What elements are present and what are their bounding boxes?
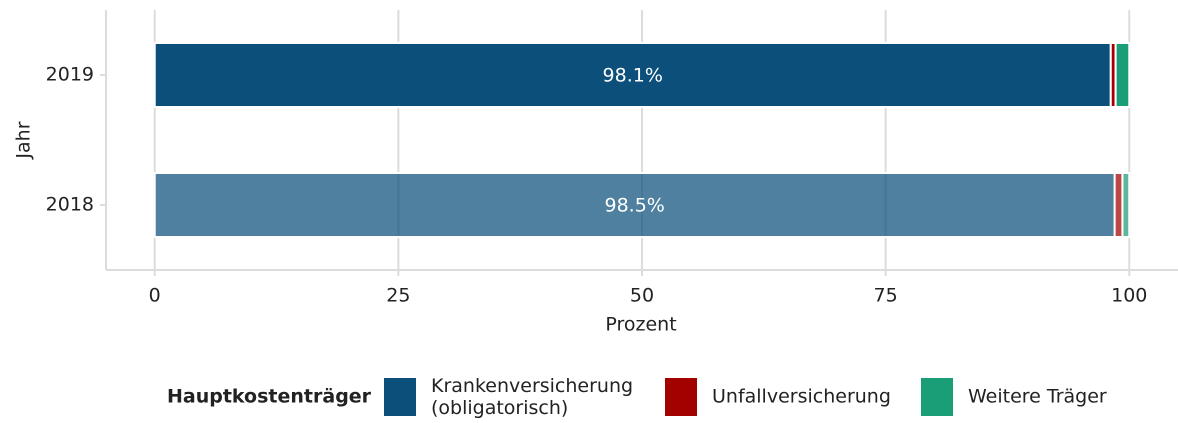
bar-segment xyxy=(1121,172,1131,238)
x-tick-label: 0 xyxy=(149,285,161,307)
legend-label: Weitere Träger xyxy=(968,386,1107,408)
legend-swatch xyxy=(665,378,697,416)
y-tick-label: 2018 xyxy=(46,194,94,216)
x-tick-label: 100 xyxy=(1111,285,1147,307)
legend-label: Krankenversicherung (obligatorisch) xyxy=(431,375,633,419)
bar-label: 98.1% xyxy=(603,65,663,87)
legend-swatch xyxy=(921,378,953,416)
x-axis-title: Prozent xyxy=(605,314,676,336)
bar-segment xyxy=(1114,42,1131,108)
bar-label: 98.5% xyxy=(605,195,665,217)
legend-label: Unfallversicherung xyxy=(712,386,891,408)
bar-segment xyxy=(1113,172,1124,238)
x-tick-label: 25 xyxy=(386,285,410,307)
y-axis-title: Jahr xyxy=(13,121,35,159)
legend-swatch xyxy=(384,378,416,416)
y-tick-label: 2019 xyxy=(46,64,94,86)
x-tick-label: 50 xyxy=(630,285,654,307)
legend-title: Hauptkostenträger xyxy=(167,386,372,408)
x-tick-label: 75 xyxy=(874,285,898,307)
